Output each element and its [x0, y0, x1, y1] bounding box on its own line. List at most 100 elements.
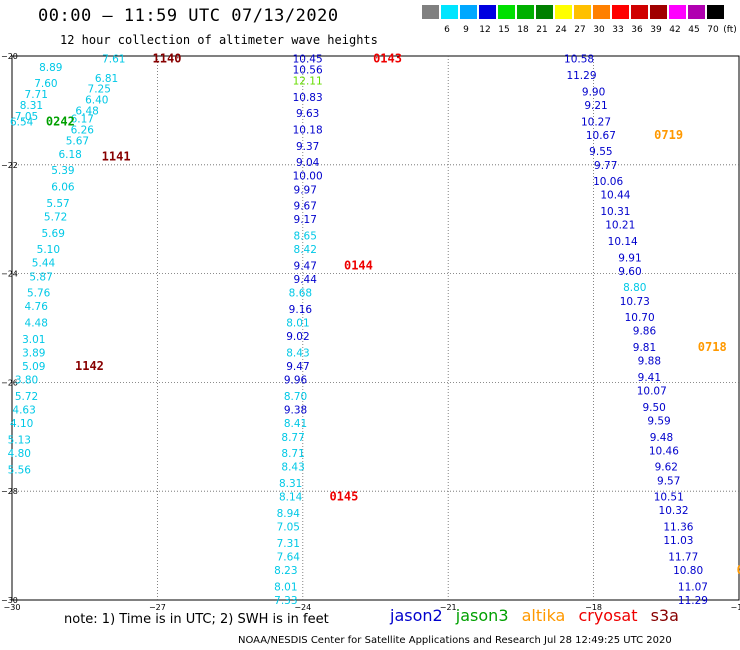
colorbar-swatch [612, 5, 629, 19]
swh-value-label: 6.81 [95, 73, 118, 85]
colorbar-label: 18 [517, 25, 529, 35]
swh-value-label: 7.60 [34, 78, 57, 90]
map-subtitle: 12 hour collection of altimeter wave hei… [60, 33, 378, 47]
legend-jason2: jason2 [390, 606, 443, 625]
swh-value-label: 8.01 [286, 318, 309, 330]
colorbar-swatch [536, 5, 553, 19]
pass-id-label: 0718 [698, 340, 727, 354]
swh-value-label: 10.27 [581, 116, 611, 128]
colorbar-label: 12 [479, 25, 491, 35]
swh-value-label: 10.46 [649, 445, 679, 457]
swh-value-label: 7.61 [102, 54, 125, 66]
swh-value-label: 8.43 [286, 347, 309, 359]
swh-value-label: 9.57 [657, 475, 680, 487]
swh-value-label: 9.86 [633, 326, 657, 338]
swh-value-label: 8.42 [294, 244, 317, 256]
swh-value-label: 9.16 [289, 304, 313, 316]
pass-id-label: 0242 [46, 114, 75, 128]
swh-value-label: 10.00 [293, 171, 323, 183]
swh-value-label: 9.60 [618, 266, 641, 278]
swh-value-label: 4.80 [8, 448, 31, 460]
colorbar-swatch [631, 5, 648, 19]
y-tick-label: −22 [1, 161, 18, 170]
swh-value-label: 10.06 [593, 176, 623, 188]
colorbar-swatch [422, 5, 439, 19]
swh-value-label: 9.63 [296, 108, 319, 120]
plot-frame [11, 55, 740, 601]
swh-value-label: 9.02 [286, 331, 309, 343]
swh-value-label: 5.39 [51, 165, 74, 177]
colorbar-label: 70 [707, 25, 719, 35]
legend-altika: altika [521, 606, 566, 625]
swh-value-label: 10.70 [625, 312, 655, 324]
swh-value-label: 8.94 [277, 508, 301, 520]
swh-value-label: 9.04 [296, 157, 320, 169]
swh-value-label: 5.72 [15, 391, 38, 403]
swh-value-label: 5.76 [27, 288, 51, 300]
swh-value-label: 8.41 [284, 418, 307, 430]
swh-value-label: 9.17 [294, 214, 317, 226]
swh-value-label: 10.83 [293, 92, 323, 104]
swh-value-label: 9.55 [589, 146, 612, 158]
swh-value-label: 7.05 [277, 522, 300, 534]
swh-value-label: 11.07 [678, 581, 708, 593]
swh-value-label: 8.14 [279, 492, 303, 504]
colorbar-swatch [555, 5, 572, 19]
colorbar-swatch [441, 5, 458, 19]
swh-value-label: 8.68 [289, 288, 312, 300]
colorbar-swatch [688, 5, 705, 19]
colorbar-label: 30 [593, 25, 605, 35]
swh-value-label: 9.90 [582, 86, 605, 98]
swh-value-label: 7.71 [25, 89, 48, 101]
swh-value-label: 12.11 [293, 75, 323, 87]
map-title: 00:00 – 11:59 UTC 07/13/2020 [38, 6, 339, 26]
swh-value-label: 7.25 [88, 84, 111, 96]
swh-value-label: 10.21 [605, 220, 635, 232]
swh-value-label: 7.33 [274, 595, 297, 607]
colorbar-label: 39 [650, 25, 662, 35]
swh-value-label: 9.47 [286, 361, 309, 373]
swh-value-label: 6.26 [71, 124, 95, 136]
swh-value-label: 10.51 [654, 492, 684, 504]
pass-id-label: 0143 [373, 52, 402, 66]
swh-value-label: 10.31 [600, 206, 630, 218]
swh-value-label: 10.80 [673, 565, 703, 577]
swh-value-label: 3.01 [22, 334, 45, 346]
swh-value-label: 11.77 [668, 551, 698, 563]
swh-value-label: 9.81 [633, 342, 656, 354]
y-tick-label: −24 [1, 270, 18, 279]
y-tick-label: −26 [1, 378, 18, 387]
swh-value-label: 9.44 [294, 274, 318, 286]
colorbar-swatch [650, 5, 667, 19]
swh-value-label: 10.07 [637, 386, 667, 398]
pass-id-label: 0 [737, 563, 740, 577]
swh-value-label: 8.89 [39, 62, 62, 74]
colorbar-label: 6 [444, 25, 450, 35]
pass-id-label: 0144 [344, 258, 373, 272]
legend-cryosat: cryosat [578, 606, 638, 625]
swh-value-label: 9.48 [650, 432, 673, 444]
colorbar-swatch [517, 5, 534, 19]
swh-value-label: 7.31 [277, 538, 300, 550]
swh-value-label: 5.44 [32, 258, 56, 270]
swh-value-label: 8.43 [281, 462, 304, 474]
swh-value-label: 11.29 [566, 70, 596, 82]
swh-value-label: 10.45 [293, 54, 323, 66]
legend-jason3: jason3 [455, 606, 509, 625]
pass-id-label: 0719 [654, 128, 683, 142]
swh-value-label: 4.10 [10, 418, 33, 430]
colorbar-swatch [498, 5, 515, 19]
swh-value-label: 9.47 [294, 260, 317, 272]
colorbar-label: 42 [669, 25, 681, 35]
swh-value-label: 10.44 [600, 190, 630, 202]
swh-value-label: 9.41 [638, 372, 661, 384]
swh-value-label: 10.73 [620, 296, 650, 308]
swh-value-label: 10.14 [608, 236, 638, 248]
swh-value-label: 9.62 [655, 462, 678, 474]
swh-value-label: 5.13 [8, 435, 31, 447]
y-tick-label: −30 [1, 596, 18, 605]
swh-value-label: 3.80 [15, 375, 38, 387]
swh-value-label: 11.03 [663, 535, 693, 547]
swh-value-label: 9.77 [594, 160, 617, 172]
colorbar-label: 36 [631, 25, 643, 35]
